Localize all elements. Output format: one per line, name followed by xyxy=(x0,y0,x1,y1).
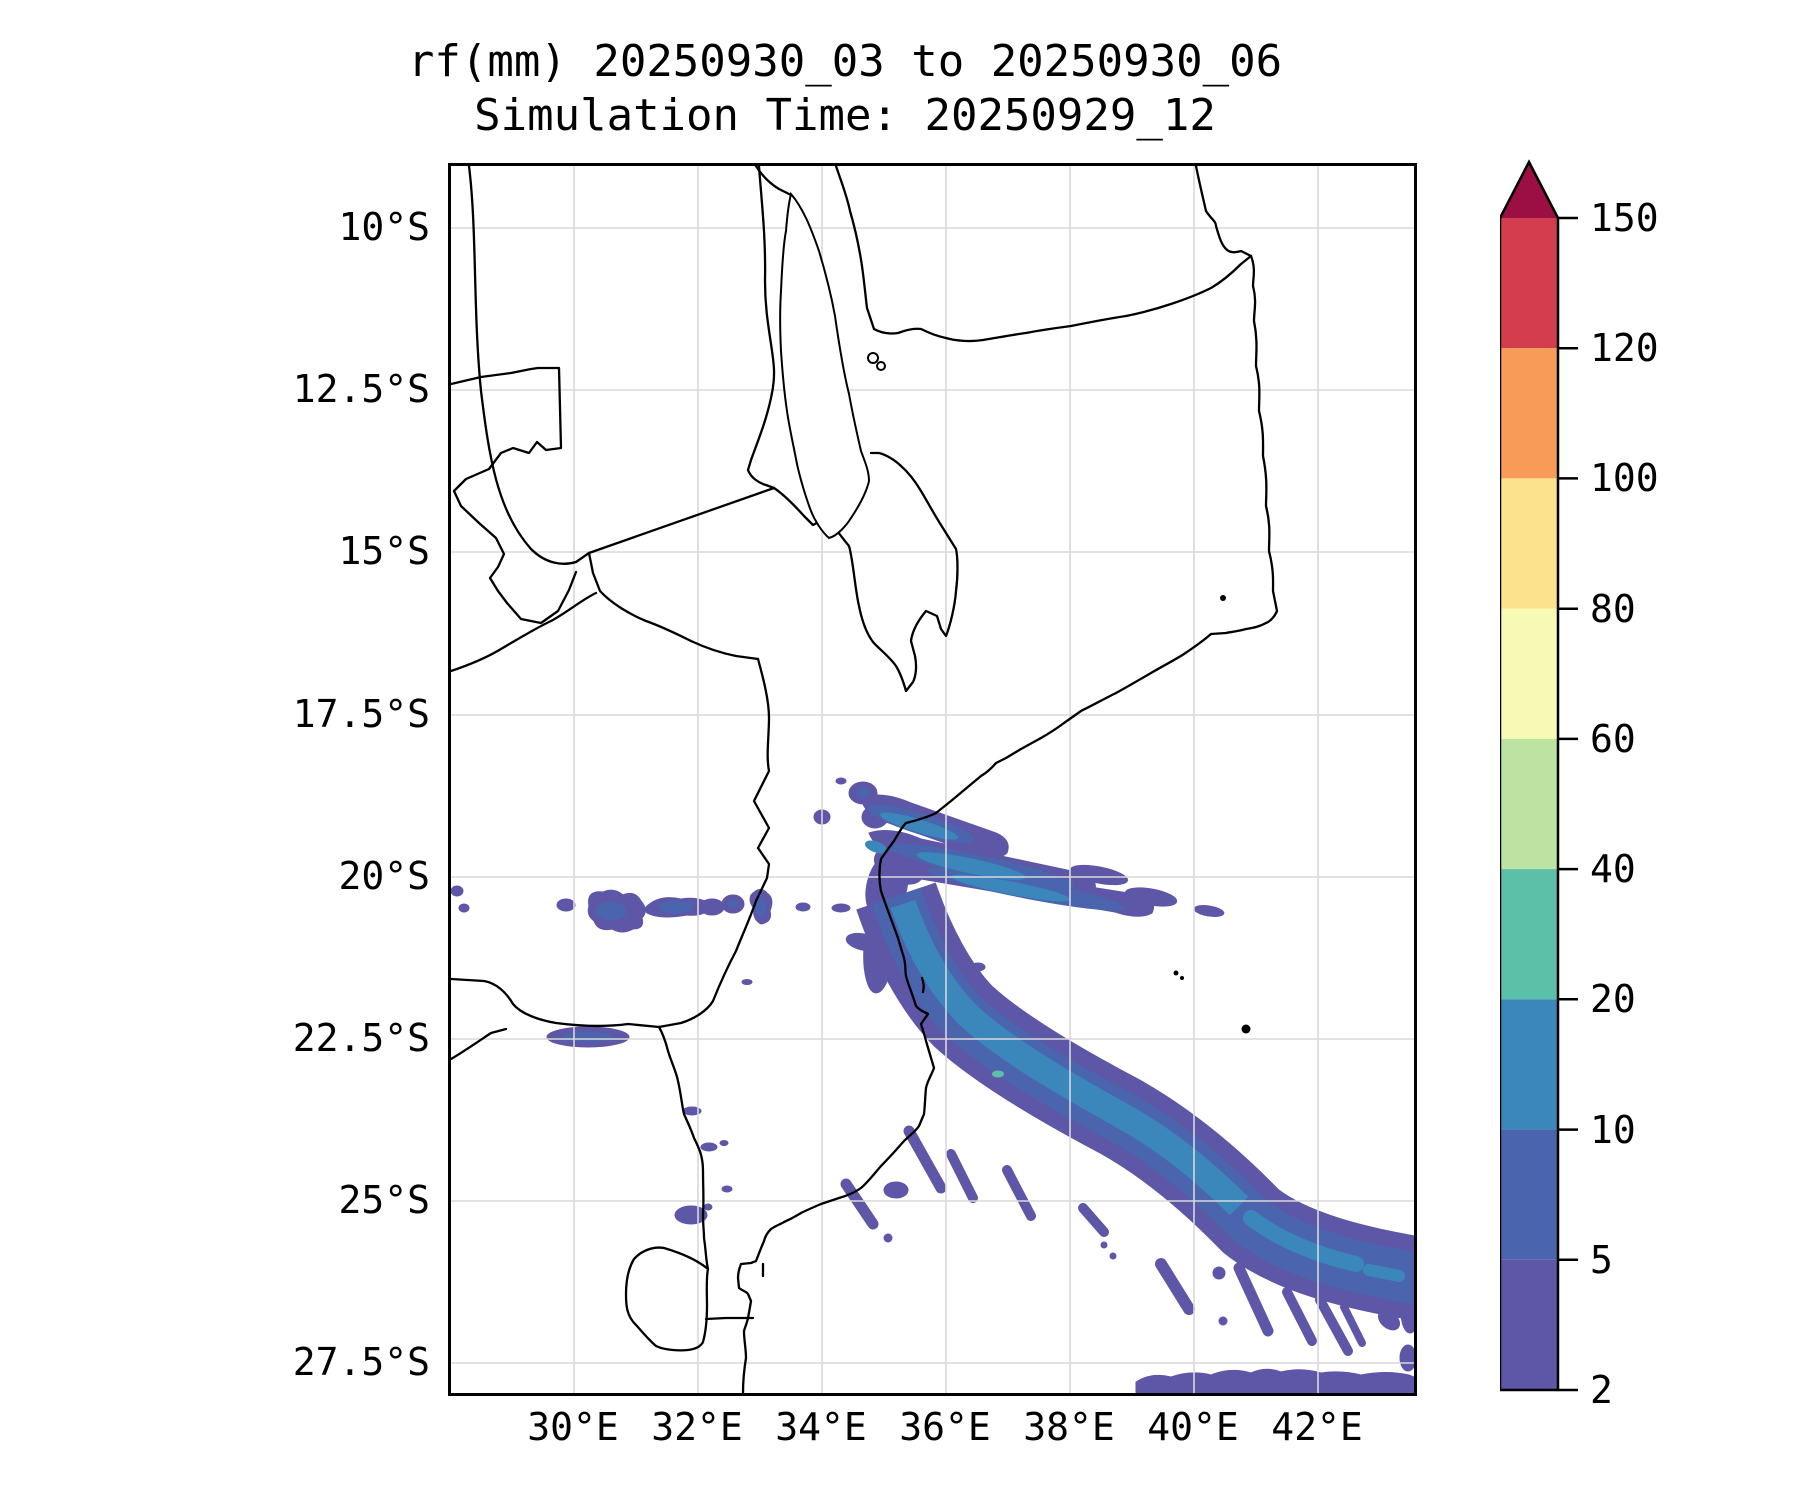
x-tick-30e: 30°E xyxy=(527,1405,619,1449)
border-eswatini xyxy=(624,1246,710,1352)
y-tick-27-5s: 27.5°S xyxy=(292,1340,430,1384)
border-limpopo xyxy=(451,977,661,1029)
colorbar-outline xyxy=(1498,159,1560,1392)
y-tick-20s: 20°S xyxy=(338,854,430,898)
border-tanzania-coast xyxy=(1194,166,1253,258)
cbar-label-150: 150 xyxy=(1590,196,1659,240)
colorbar-extend-arrow xyxy=(1500,162,1558,218)
rain-level-20-40 xyxy=(992,1070,1004,1078)
border-tanzania-malawi xyxy=(754,166,793,197)
map-canvas xyxy=(451,166,1414,1393)
border-sa-mozambique xyxy=(657,1025,710,1271)
chart-subtitle: Simulation Time: 20250929_12 xyxy=(474,90,1216,141)
bassas-da-india xyxy=(1173,970,1179,976)
cbar-label-100: 100 xyxy=(1590,456,1659,500)
y-tick-12-5s: 12.5°S xyxy=(292,367,430,411)
x-tick-36e: 36°E xyxy=(899,1405,991,1449)
border-zambia-malawi xyxy=(451,366,578,625)
chart-title: rf(mm) 20250930_03 to 20250930_06 xyxy=(407,36,1283,87)
y-tick-17-5s: 17.5°S xyxy=(292,692,430,736)
colorbar-canvas xyxy=(1498,159,1578,1392)
x-tick-34e: 34°E xyxy=(775,1405,867,1449)
y-tick-22-5s: 22.5°S xyxy=(292,1016,430,1060)
y-tick-25s: 25°S xyxy=(338,1178,430,1222)
cbar-label-5: 5 xyxy=(1590,1238,1613,1282)
border-sa-moz-south xyxy=(704,1316,755,1321)
europa-island xyxy=(1241,1024,1251,1034)
border-zimbabwe-mozambique xyxy=(657,657,771,1029)
cbar-label-120: 120 xyxy=(1590,326,1659,370)
border-malawi-south xyxy=(772,451,959,693)
cbar-label-20: 20 xyxy=(1590,977,1636,1021)
y-tick-10s: 10°S xyxy=(338,205,430,249)
border-zambia-mozambique xyxy=(587,486,776,661)
border-malawi-west xyxy=(746,166,776,490)
mozambique-island xyxy=(1220,595,1226,601)
x-tick-40e: 40°E xyxy=(1147,1405,1239,1449)
chizumulu-island xyxy=(876,361,886,371)
bazaruto-island xyxy=(920,976,925,994)
colorbar xyxy=(1498,150,1800,1410)
y-tick-15s: 15°S xyxy=(338,529,430,573)
lake-malawi xyxy=(779,191,871,540)
cbar-label-80: 80 xyxy=(1590,587,1636,631)
cbar-label-2: 2 xyxy=(1590,1368,1613,1412)
graticule xyxy=(451,166,1414,1393)
colorbar-ticks xyxy=(1558,216,1578,1392)
cbar-label-60: 60 xyxy=(1590,717,1636,761)
x-tick-32e: 32°E xyxy=(651,1405,743,1449)
bassas-da-india-2 xyxy=(1180,976,1184,980)
colorbar-segments xyxy=(1500,162,1558,1390)
cbar-label-10: 10 xyxy=(1590,1108,1636,1152)
likoma-island xyxy=(867,352,879,364)
border-zambia-zimbabwe xyxy=(451,591,598,673)
border-botswana-sa xyxy=(451,1027,508,1061)
cbar-label-40: 40 xyxy=(1590,847,1636,891)
border-zambia-nw xyxy=(467,166,591,565)
x-tick-38e: 38°E xyxy=(1023,1405,1115,1449)
coastline xyxy=(736,254,1279,1393)
map-plot-area xyxy=(448,163,1417,1396)
x-tick-42e: 42°E xyxy=(1271,1405,1363,1449)
country-borders xyxy=(451,166,1279,1393)
border-tanzania-mozambique xyxy=(834,166,1253,343)
rain-level-10-20 xyxy=(865,812,1405,1282)
